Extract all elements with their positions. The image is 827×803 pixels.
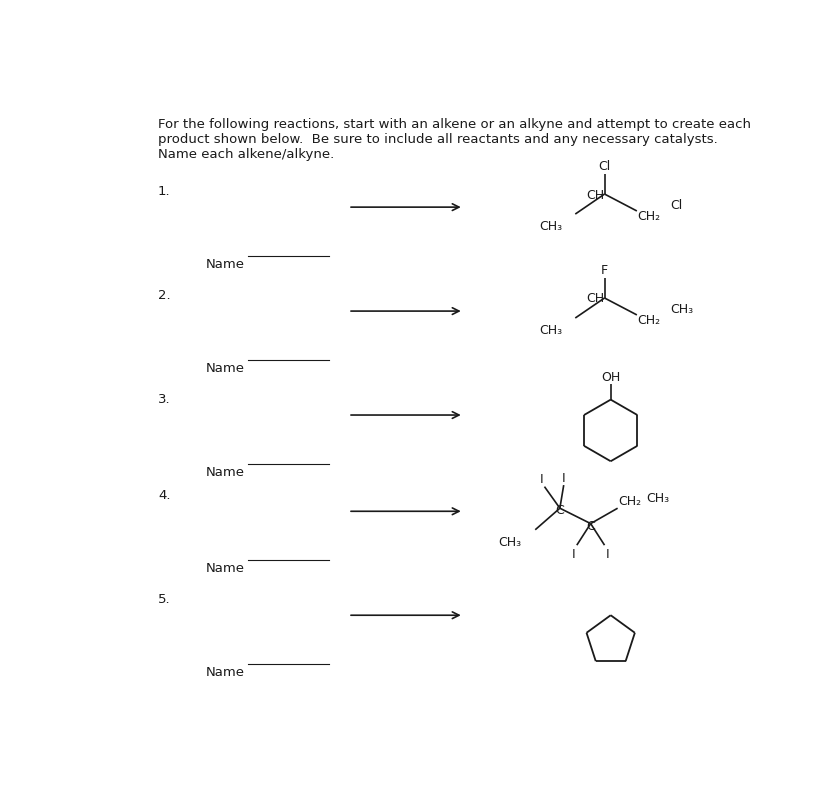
Text: CH₃: CH₃ bbox=[538, 324, 562, 336]
Text: C: C bbox=[586, 519, 595, 532]
Text: CH: CH bbox=[586, 189, 604, 202]
Text: CH₃: CH₃ bbox=[645, 491, 668, 504]
Text: C: C bbox=[555, 503, 563, 516]
Text: 3.: 3. bbox=[158, 393, 170, 406]
Text: CH₃: CH₃ bbox=[498, 536, 521, 548]
Text: CH₂: CH₂ bbox=[637, 314, 660, 327]
Text: I: I bbox=[538, 472, 543, 486]
Text: Name: Name bbox=[205, 666, 244, 679]
Text: Name: Name bbox=[205, 466, 244, 479]
Text: CH₃: CH₃ bbox=[538, 219, 562, 232]
Text: Cl: Cl bbox=[669, 199, 681, 212]
Text: Name: Name bbox=[205, 258, 244, 271]
Text: Name: Name bbox=[205, 561, 244, 575]
Text: CH: CH bbox=[586, 292, 604, 305]
Text: For the following reactions, start with an alkene or an alkyne and attempt to cr: For the following reactions, start with … bbox=[158, 118, 750, 161]
Text: CH₂: CH₂ bbox=[637, 210, 660, 223]
Text: F: F bbox=[600, 264, 607, 277]
Text: I: I bbox=[571, 547, 575, 560]
Text: 5.: 5. bbox=[158, 593, 170, 605]
Text: I: I bbox=[562, 471, 565, 484]
Text: CH₂: CH₂ bbox=[618, 494, 641, 507]
Text: 4.: 4. bbox=[158, 488, 170, 502]
Text: CH₃: CH₃ bbox=[669, 303, 692, 316]
Text: 1.: 1. bbox=[158, 185, 170, 198]
Text: OH: OH bbox=[600, 370, 619, 383]
Text: I: I bbox=[605, 547, 609, 560]
Text: 2.: 2. bbox=[158, 288, 170, 302]
Text: Name: Name bbox=[205, 361, 244, 375]
Text: Cl: Cl bbox=[598, 161, 610, 173]
